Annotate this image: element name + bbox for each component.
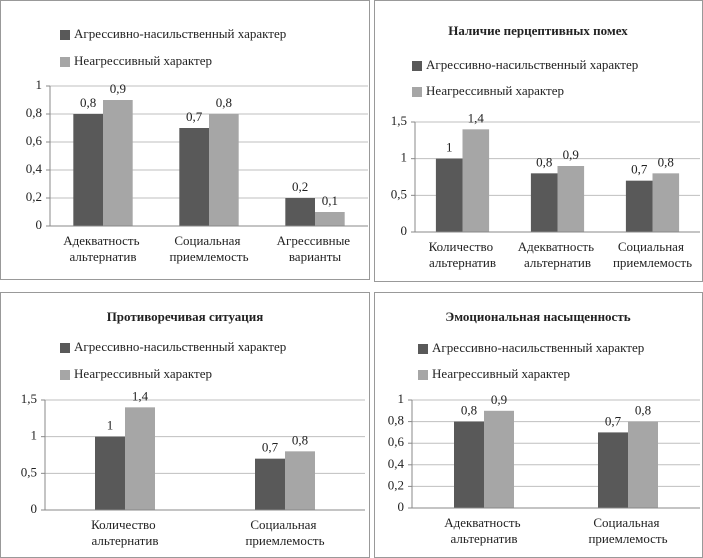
- y-tick-label: 1: [36, 77, 43, 92]
- bar: [557, 166, 585, 232]
- x-tick-label: Агрессивные варианты: [277, 233, 354, 264]
- data-label: 0,8: [292, 432, 308, 447]
- y-tick-label: 0,2: [26, 189, 42, 204]
- data-label: 0,8: [461, 403, 477, 418]
- panel: [0, 0, 370, 280]
- y-tick-label: 0,2: [388, 477, 404, 492]
- data-label: 0,8: [536, 154, 552, 169]
- bar: [285, 198, 315, 226]
- bar: [454, 421, 484, 508]
- data-label: 0,7: [631, 162, 648, 177]
- y-tick-label: 0,4: [388, 456, 405, 471]
- legend-swatch: [418, 344, 428, 354]
- data-label: 0,9: [563, 147, 579, 162]
- y-tick-label: 1: [401, 150, 408, 165]
- x-tick-label: Социальная приемлемость: [169, 233, 248, 264]
- bar: [103, 100, 133, 226]
- x-tick-label: Социальная приемлемость: [588, 515, 667, 546]
- x-tick-label: Количество альтернатив: [91, 517, 159, 548]
- data-label: 0,1: [322, 193, 338, 208]
- y-tick-label: 0,6: [388, 434, 405, 449]
- data-label: 0,8: [635, 403, 651, 418]
- y-tick-label: 0: [401, 223, 408, 238]
- legend-swatch: [412, 87, 422, 97]
- bar: [179, 128, 209, 226]
- x-tick-label: Количество альтернатив: [429, 239, 497, 270]
- legend-label: Неагрессивный характер: [74, 53, 212, 68]
- data-label: 0,7: [186, 109, 203, 124]
- data-label: 1,4: [132, 388, 149, 403]
- bar: [625, 180, 653, 232]
- chart-title: Наличие перцептивных помех: [448, 23, 628, 38]
- data-label: 0,2: [292, 179, 308, 194]
- y-tick-label: 0: [398, 499, 405, 514]
- bar: [315, 212, 345, 226]
- data-label: 1: [446, 140, 453, 155]
- data-label: 0,8: [80, 95, 96, 110]
- y-tick-label: 1,5: [21, 391, 37, 406]
- legend-label: Неагрессивный характер: [426, 83, 564, 98]
- bar: [285, 451, 315, 510]
- bar: [209, 114, 239, 226]
- y-tick-label: 0,6: [26, 133, 43, 148]
- x-tick-label: Социальная приемлемость: [613, 239, 692, 270]
- bar: [95, 436, 125, 510]
- legend-swatch: [412, 61, 422, 71]
- y-tick-label: 0,8: [388, 413, 404, 428]
- x-tick-label: Адекватность альтернатив: [63, 233, 143, 264]
- bar: [530, 173, 558, 232]
- y-tick-label: 1,5: [391, 113, 407, 128]
- data-label: 1: [107, 418, 114, 433]
- legend-label: Агрессивно-насильственный характер: [74, 26, 286, 41]
- legend-swatch: [60, 30, 70, 40]
- bar: [255, 458, 285, 510]
- data-label: 0,7: [262, 440, 279, 455]
- data-label: 0,8: [658, 154, 674, 169]
- y-tick-label: 0,4: [26, 161, 43, 176]
- legend-swatch: [418, 370, 428, 380]
- bar: [462, 129, 490, 232]
- data-label: 0,9: [110, 81, 126, 96]
- bar: [73, 114, 103, 226]
- data-label: 0,7: [605, 413, 622, 428]
- x-tick-label: Социальная приемлемость: [245, 517, 324, 548]
- legend-swatch: [60, 57, 70, 67]
- x-tick-label: Адекватность альтернатив: [444, 515, 524, 546]
- data-label: 1,4: [468, 110, 485, 125]
- legend-swatch: [60, 370, 70, 380]
- y-tick-label: 0: [36, 217, 43, 232]
- legend-label: Агрессивно-насильственный характер: [432, 340, 644, 355]
- bar: [435, 158, 463, 232]
- y-tick-label: 0,8: [26, 105, 42, 120]
- bar: [652, 173, 680, 232]
- data-label: 0,8: [216, 95, 232, 110]
- y-tick-label: 0,5: [21, 464, 37, 479]
- y-tick-label: 1: [31, 428, 38, 443]
- legend-swatch: [60, 343, 70, 353]
- legend-label: Агрессивно-насильственный характер: [426, 57, 638, 72]
- legend-label: Неагрессивный характер: [432, 366, 570, 381]
- bar: [484, 410, 514, 508]
- x-tick-label: Адекватность альтернатив: [518, 239, 598, 270]
- bar: [598, 432, 628, 508]
- y-tick-label: 1: [398, 391, 405, 406]
- bar: [628, 421, 658, 508]
- y-tick-label: 0: [31, 501, 38, 516]
- legend-label: Агрессивно-насильственный характер: [74, 339, 286, 354]
- y-tick-label: 0,5: [391, 186, 407, 201]
- data-label: 0,9: [491, 392, 507, 407]
- bar: [125, 407, 155, 510]
- chart-title: Эмоциональная насыщенность: [445, 309, 630, 324]
- legend-label: Неагрессивный характер: [74, 366, 212, 381]
- chart-title: Противоречивая ситуация: [107, 309, 264, 324]
